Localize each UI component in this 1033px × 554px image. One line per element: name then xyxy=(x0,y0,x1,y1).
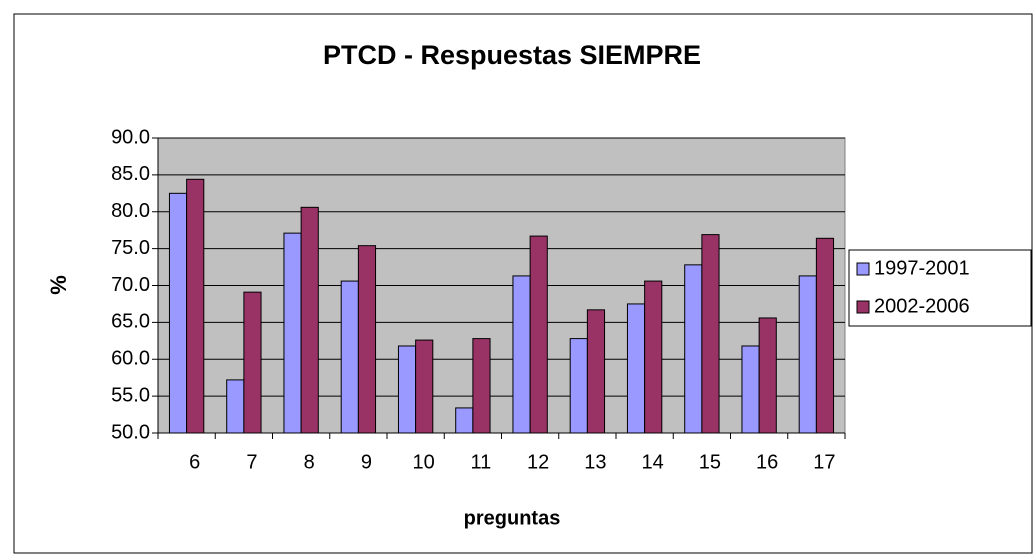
bar xyxy=(701,234,720,434)
bar xyxy=(283,232,302,434)
bar xyxy=(186,178,205,434)
bar xyxy=(741,345,760,434)
y-tick-label: 60.0 xyxy=(111,348,150,370)
bar xyxy=(397,345,417,434)
legend-swatch xyxy=(856,262,870,276)
x-tick-label: 15 xyxy=(699,451,721,473)
x-tick-label: 11 xyxy=(470,451,491,473)
y-tick-label: 75.0 xyxy=(111,237,150,259)
bar xyxy=(455,407,474,434)
legend-swatch xyxy=(856,300,870,314)
legend-label: 1997-2001 xyxy=(874,257,970,279)
bar xyxy=(529,235,548,434)
x-tick-label: 16 xyxy=(756,451,778,473)
y-tick-label: 65.0 xyxy=(111,311,150,333)
x-axis-label: preguntas xyxy=(464,507,561,529)
x-tick-label: 8 xyxy=(304,451,315,473)
y-tick-label: 70.0 xyxy=(111,274,150,296)
chart-title: PTCD - Respuestas SIEMPRE xyxy=(323,40,701,70)
x-tick-label: 10 xyxy=(413,451,435,473)
y-tick-label: 55.0 xyxy=(111,384,150,406)
bar xyxy=(472,338,491,434)
bar xyxy=(357,245,377,434)
bar xyxy=(586,309,606,434)
y-tick-label: 80.0 xyxy=(111,200,150,222)
bar xyxy=(798,275,817,434)
bar xyxy=(226,379,245,434)
legend-label: 2002-2006 xyxy=(874,295,970,317)
bar xyxy=(415,339,434,434)
bar xyxy=(243,291,262,434)
bar xyxy=(758,317,777,434)
x-tick-label: 13 xyxy=(584,451,606,473)
bar xyxy=(569,338,588,434)
bar xyxy=(815,237,835,434)
legend-box xyxy=(848,249,1032,327)
x-tick-label: 9 xyxy=(361,451,372,473)
bar xyxy=(300,206,319,434)
bar xyxy=(684,264,703,434)
bar xyxy=(626,303,646,434)
bar xyxy=(340,280,359,434)
x-tick-label: 17 xyxy=(813,451,835,473)
bar xyxy=(168,192,188,434)
y-axis-label: % xyxy=(46,275,71,295)
bar xyxy=(644,280,663,434)
x-tick-label: 12 xyxy=(527,451,549,473)
y-tick-label: 85.0 xyxy=(111,163,150,185)
x-tick-label: 14 xyxy=(642,451,664,473)
y-tick-label: 90.0 xyxy=(111,126,150,148)
x-tick-label: 7 xyxy=(246,451,257,473)
x-tick-label: 6 xyxy=(189,451,200,473)
bar xyxy=(512,275,531,434)
y-tick-label: 50.0 xyxy=(111,421,150,443)
